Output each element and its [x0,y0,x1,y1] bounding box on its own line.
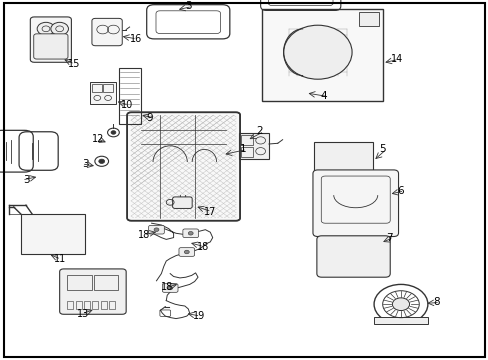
Text: 9: 9 [146,113,153,123]
Bar [67,301,73,309]
Text: 7: 7 [386,233,392,243]
Circle shape [391,298,409,311]
FancyBboxPatch shape [30,17,71,62]
Text: 18: 18 [196,242,208,252]
Bar [103,84,113,92]
FancyBboxPatch shape [92,18,122,46]
Text: 3: 3 [82,159,89,169]
FancyBboxPatch shape [183,229,198,238]
Circle shape [99,159,104,163]
Bar [94,275,118,290]
Circle shape [188,231,193,235]
Text: 11: 11 [54,254,66,264]
Bar [67,275,92,290]
Text: 3: 3 [184,1,191,12]
Circle shape [167,286,172,290]
FancyBboxPatch shape [172,197,192,208]
Text: 5: 5 [378,144,385,154]
Text: 19: 19 [193,311,205,321]
FancyBboxPatch shape [162,284,178,292]
Text: 2: 2 [256,126,263,136]
Circle shape [37,22,55,35]
FancyBboxPatch shape [148,225,164,234]
Bar [76,301,81,309]
Text: 18: 18 [161,282,173,292]
Bar [359,12,378,26]
Text: 1: 1 [239,144,246,154]
Circle shape [51,22,68,35]
FancyBboxPatch shape [179,248,194,256]
Text: 8: 8 [432,297,439,307]
Bar [90,82,116,104]
Text: 13: 13 [77,309,89,319]
Text: 15: 15 [67,59,80,69]
Bar [240,147,252,157]
FancyBboxPatch shape [127,112,240,221]
Bar [101,301,106,309]
Text: 17: 17 [204,207,216,217]
Circle shape [154,228,159,231]
Text: 16: 16 [129,34,142,44]
Bar [314,142,372,172]
Text: 12: 12 [92,134,104,144]
Ellipse shape [283,25,351,79]
Bar [373,317,427,324]
FancyBboxPatch shape [60,269,126,314]
FancyBboxPatch shape [316,236,389,277]
Circle shape [111,131,116,134]
Circle shape [184,250,189,254]
Bar [238,133,268,159]
Bar [84,301,90,309]
Bar [261,9,382,101]
FancyBboxPatch shape [34,34,68,59]
Text: 18: 18 [138,230,150,240]
Bar [92,84,102,92]
Bar [21,214,84,254]
Text: 10: 10 [121,100,133,110]
Bar [119,68,141,124]
FancyBboxPatch shape [312,170,398,237]
Bar [109,301,115,309]
Bar [92,301,98,309]
Text: 3: 3 [22,175,29,185]
Text: 14: 14 [390,54,403,64]
Bar [240,135,252,145]
Text: 6: 6 [396,186,403,196]
Text: 4: 4 [320,91,326,102]
